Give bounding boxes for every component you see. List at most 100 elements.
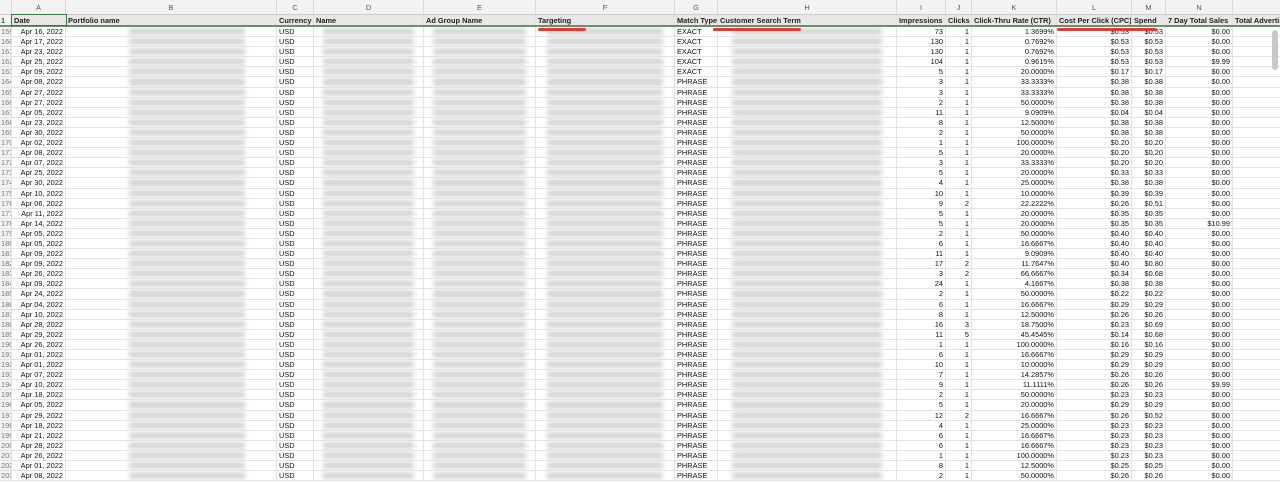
cell-total-sales[interactable]: $0.00 (1166, 329, 1233, 339)
cell-ad-group-name-redacted[interactable] (424, 138, 536, 148)
cell-match-type[interactable]: PHRASE (675, 400, 718, 410)
cell-clicks[interactable]: 2 (946, 198, 972, 208)
cell-ad-group-name-redacted[interactable] (424, 450, 536, 461)
cell-customer-search-term-redacted[interactable] (718, 440, 897, 450)
cell-cpc[interactable]: $0.29 (1057, 299, 1132, 309)
cell-date[interactable]: Apr 26, 2022 (12, 450, 66, 461)
header-date[interactable]: Date (11, 14, 67, 26)
cell-customer-search-term-redacted[interactable] (718, 461, 897, 471)
cell-date[interactable]: Apr 05, 2022 (12, 107, 66, 117)
cell-total-sales[interactable]: $0.00 (1166, 309, 1233, 319)
cell-spend[interactable]: $0.51 (1132, 198, 1166, 208)
cell-spend[interactable]: $0.23 (1132, 450, 1166, 461)
header-name[interactable]: Name (314, 15, 424, 25)
cell-spend[interactable]: $0.52 (1132, 410, 1166, 420)
cell-total-advertising-redacted[interactable] (1233, 209, 1280, 218)
cell-ctr[interactable]: 1.3699% (972, 27, 1057, 37)
cell-total-sales[interactable]: $10.99 (1166, 218, 1233, 228)
row-number[interactable]: 160 (0, 37, 12, 47)
cell-ctr[interactable]: 20.0000% (972, 218, 1057, 228)
cell-name-redacted[interactable] (314, 430, 424, 440)
cell-ad-group-name-redacted[interactable] (424, 420, 536, 430)
cell-targeting-redacted[interactable] (536, 238, 675, 249)
cell-currency[interactable]: USD (277, 27, 314, 37)
cell-currency[interactable]: USD (277, 47, 314, 57)
cell-spend[interactable]: $0.38 (1132, 87, 1166, 97)
cell-currency[interactable]: USD (277, 37, 314, 47)
cell-portfolio-name-redacted[interactable] (66, 299, 277, 309)
cell-customer-search-term-redacted[interactable] (718, 279, 897, 289)
cell-targeting-redacted[interactable] (536, 420, 675, 430)
cell-total-advertising-redacted[interactable] (1233, 310, 1280, 319)
cell-total-sales[interactable]: $0.00 (1166, 107, 1233, 117)
cell-total-sales[interactable]: $0.00 (1166, 430, 1233, 440)
cell-total-sales[interactable]: $9.99 (1166, 380, 1233, 390)
cell-spend[interactable]: $0.20 (1132, 148, 1166, 158)
row-number[interactable]: 190 (0, 339, 12, 349)
select-all-corner[interactable] (0, 0, 12, 14)
cell-date[interactable]: Apr 21, 2022 (12, 430, 66, 440)
cell-currency[interactable]: USD (277, 148, 314, 158)
cell-name-redacted[interactable] (314, 57, 424, 67)
cell-total-advertising-redacted[interactable] (1233, 118, 1280, 127)
cell-name-redacted[interactable] (314, 87, 424, 97)
cell-cpc[interactable]: $0.14 (1057, 329, 1132, 339)
cell-currency[interactable]: USD (277, 138, 314, 148)
cell-customer-search-term-redacted[interactable] (718, 127, 897, 138)
cell-name-redacted[interactable] (314, 37, 424, 47)
row-number[interactable]: 167 (0, 107, 12, 117)
cell-portfolio-name-redacted[interactable] (66, 450, 277, 461)
cell-cpc[interactable]: $0.26 (1057, 380, 1132, 390)
cell-ctr[interactable]: 100.0000% (972, 339, 1057, 349)
cell-ad-group-name-redacted[interactable] (424, 87, 536, 97)
cell-name-redacted[interactable] (314, 67, 424, 77)
cell-total-sales[interactable]: $0.00 (1166, 360, 1233, 370)
cell-name-redacted[interactable] (314, 319, 424, 329)
cell-targeting-redacted[interactable] (536, 289, 675, 299)
cell-name-redacted[interactable] (314, 279, 424, 289)
cell-targeting-redacted[interactable] (536, 148, 675, 158)
cell-targeting-redacted[interactable] (536, 440, 675, 450)
cell-impressions[interactable]: 1 (897, 339, 946, 349)
cell-date[interactable]: Apr 30, 2022 (12, 127, 66, 138)
cell-ctr[interactable]: 0.7692% (972, 37, 1057, 47)
column-header-F[interactable]: F (536, 0, 675, 14)
cell-impressions[interactable]: 5 (897, 208, 946, 218)
cell-name-redacted[interactable] (314, 249, 424, 259)
cell-targeting-redacted[interactable] (536, 218, 675, 228)
row-number[interactable]: 169 (0, 127, 12, 138)
cell-clicks[interactable]: 2 (946, 410, 972, 420)
cell-currency[interactable]: USD (277, 279, 314, 289)
cell-targeting-redacted[interactable] (536, 168, 675, 178)
row-number[interactable]: 177 (0, 208, 12, 218)
cell-name-redacted[interactable] (314, 410, 424, 420)
cell-date[interactable]: Apr 10, 2022 (12, 380, 66, 390)
cell-targeting-redacted[interactable] (536, 269, 675, 279)
cell-ctr[interactable]: 33.3333% (972, 158, 1057, 168)
cell-name-redacted[interactable] (314, 461, 424, 471)
cell-customer-search-term-redacted[interactable] (718, 450, 897, 461)
cell-name-redacted[interactable] (314, 309, 424, 319)
cell-customer-search-term-redacted[interactable] (718, 158, 897, 168)
cell-total-advertising-redacted[interactable] (1233, 178, 1280, 187)
cell-date[interactable]: Apr 16, 2022 (12, 27, 66, 37)
cell-match-type[interactable]: PHRASE (675, 138, 718, 148)
cell-impressions[interactable]: 11 (897, 249, 946, 259)
row-number[interactable]: 171 (0, 148, 12, 158)
cell-match-type[interactable]: PHRASE (675, 87, 718, 97)
cell-clicks[interactable]: 5 (946, 329, 972, 339)
cell-total-sales[interactable]: $0.00 (1166, 158, 1233, 168)
cell-date[interactable]: Apr 09, 2022 (12, 249, 66, 259)
cell-match-type[interactable]: EXACT (675, 47, 718, 57)
cell-ad-group-name-redacted[interactable] (424, 329, 536, 339)
column-header-C[interactable]: C (277, 0, 314, 14)
cell-total-advertising-redacted[interactable] (1233, 108, 1280, 117)
cell-spend[interactable]: $0.20 (1132, 158, 1166, 168)
cell-total-advertising-redacted[interactable] (1233, 199, 1280, 208)
header-spend[interactable]: Spend (1132, 15, 1166, 25)
cell-impressions[interactable]: 10 (897, 188, 946, 198)
cell-portfolio-name-redacted[interactable] (66, 178, 277, 188)
cell-total-sales[interactable]: $0.00 (1166, 47, 1233, 57)
column-header-E[interactable]: E (424, 0, 536, 14)
cell-date[interactable]: Apr 07, 2022 (12, 158, 66, 168)
